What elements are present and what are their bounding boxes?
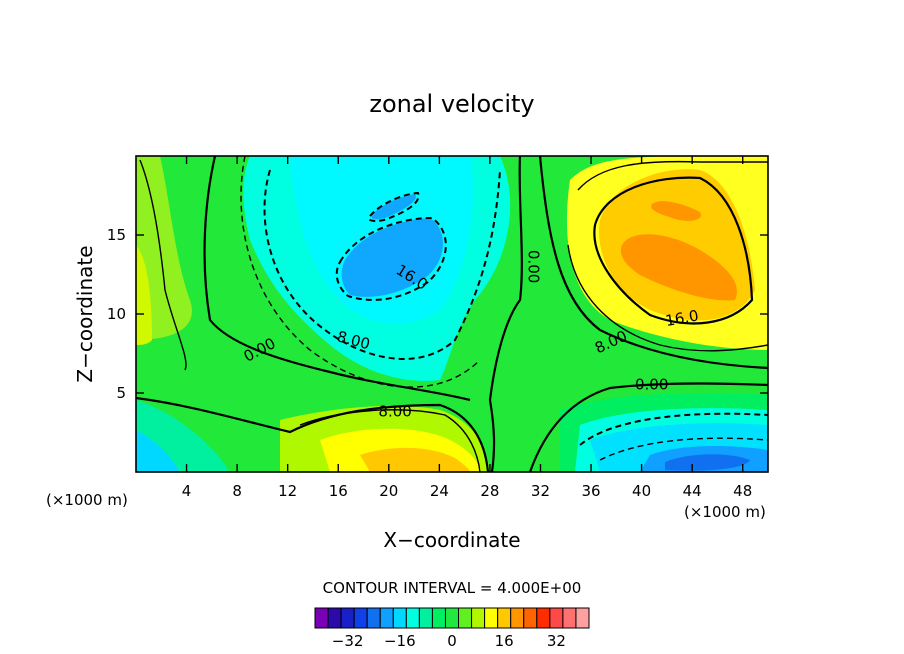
x-tick-label: 36 xyxy=(581,482,600,500)
x-tick-label: 24 xyxy=(430,482,449,500)
region-blue-small xyxy=(371,194,416,220)
colorbar-swatch xyxy=(562,607,577,629)
x-tick-label: 28 xyxy=(480,482,499,500)
colorbar-swatch xyxy=(366,607,381,629)
contour-dashed-4 xyxy=(240,156,481,388)
colorbar-swatch xyxy=(458,607,473,629)
colorbar-swatch xyxy=(575,607,590,629)
contour-dashed-8 xyxy=(263,169,501,360)
contour-solid-upper-left xyxy=(139,159,187,371)
region-blue xyxy=(341,218,443,297)
colorbar-swatch xyxy=(549,607,564,629)
contour-solid-right-16 xyxy=(593,176,754,325)
colorbar-swatch xyxy=(353,607,368,629)
x-unit-left: (×1000 m) xyxy=(46,491,128,509)
contour-dashed-16-small xyxy=(368,191,420,222)
x-tick-label: 44 xyxy=(683,482,702,500)
region-bottom-right-darkblue xyxy=(665,454,750,471)
colorbar-tick-label: −16 xyxy=(384,632,416,650)
contour-solid-bottom-8 xyxy=(299,409,481,472)
x-tick-label: 12 xyxy=(278,482,297,500)
colorbar-tick-label: 32 xyxy=(547,632,566,650)
contour-label: 0.00 xyxy=(635,376,668,394)
contour-label: 0.00 xyxy=(524,250,542,283)
x-tick-label: 32 xyxy=(531,482,550,500)
plot-area xyxy=(136,156,768,472)
contour-solid-right-zero-lower xyxy=(528,382,768,472)
contour-dashed-bottom-right xyxy=(579,412,768,446)
region-yellowgreen-left xyxy=(136,245,152,345)
x-tick-label: 20 xyxy=(379,482,398,500)
y-tick-label: 5 xyxy=(116,384,126,402)
colorbar-swatch xyxy=(327,607,342,629)
region-lightgreen-left xyxy=(136,156,192,340)
y-axis-ticks: 5 10 15 xyxy=(107,226,768,402)
colorbar-tick-label: −32 xyxy=(332,632,364,650)
y-tick-label: 10 xyxy=(107,305,126,323)
region-orange-small xyxy=(651,201,701,221)
colorbar: −32 −16 0 16 32 xyxy=(314,607,590,650)
x-unit-right: (×1000 m) xyxy=(684,503,766,521)
colorbar-swatch xyxy=(392,607,407,629)
x-tick-label: 4 xyxy=(182,482,192,500)
region-bottom-amber xyxy=(360,447,470,472)
colorbar-swatch xyxy=(444,607,460,629)
contour-solid-right-zero xyxy=(538,156,768,370)
colorbar-swatch xyxy=(497,607,512,629)
colorbar-swatch xyxy=(405,607,420,629)
colorbar-swatch xyxy=(340,607,355,629)
colorbar-swatch xyxy=(523,607,538,629)
x-tick-label: 8 xyxy=(232,482,242,500)
contour-lines-dashed xyxy=(240,156,768,461)
colorbar-tick-label: 16 xyxy=(495,632,514,650)
x-axis-ticks: 4 8 12 16 20 24 28 32 36 40 44 48 xyxy=(182,156,752,500)
y-tick-label: 15 xyxy=(107,226,126,244)
colorbar-swatch xyxy=(471,607,486,629)
x-tick-label: 16 xyxy=(329,482,348,500)
colorbar-swatch xyxy=(379,607,394,629)
colorbar-swatch xyxy=(418,607,433,629)
chart-title: zonal velocity xyxy=(369,90,534,118)
y-axis-label: Z−coordinate xyxy=(73,245,97,382)
colorbar-swatch xyxy=(536,607,551,629)
colorbar-swatch xyxy=(431,607,446,629)
contour-interval-text: CONTOUR INTERVAL = 4.000E+00 xyxy=(323,579,582,597)
contour-label: 16.0 xyxy=(664,306,700,330)
colorbar-swatch xyxy=(484,607,499,629)
colorbar-tick-label: 0 xyxy=(447,632,457,650)
colorbar-swatch xyxy=(314,607,329,629)
x-tick-label: 48 xyxy=(733,482,752,500)
contour-solid-mid-zero xyxy=(488,156,523,472)
x-tick-label: 40 xyxy=(632,482,651,500)
contour-dashed-16 xyxy=(335,216,447,301)
region-cyan-left xyxy=(136,430,180,472)
colorbar-swatch xyxy=(510,607,525,629)
contour-label: 8.00 xyxy=(378,402,411,420)
region-orange-right xyxy=(620,234,737,301)
x-axis-label: X−coordinate xyxy=(383,528,520,552)
